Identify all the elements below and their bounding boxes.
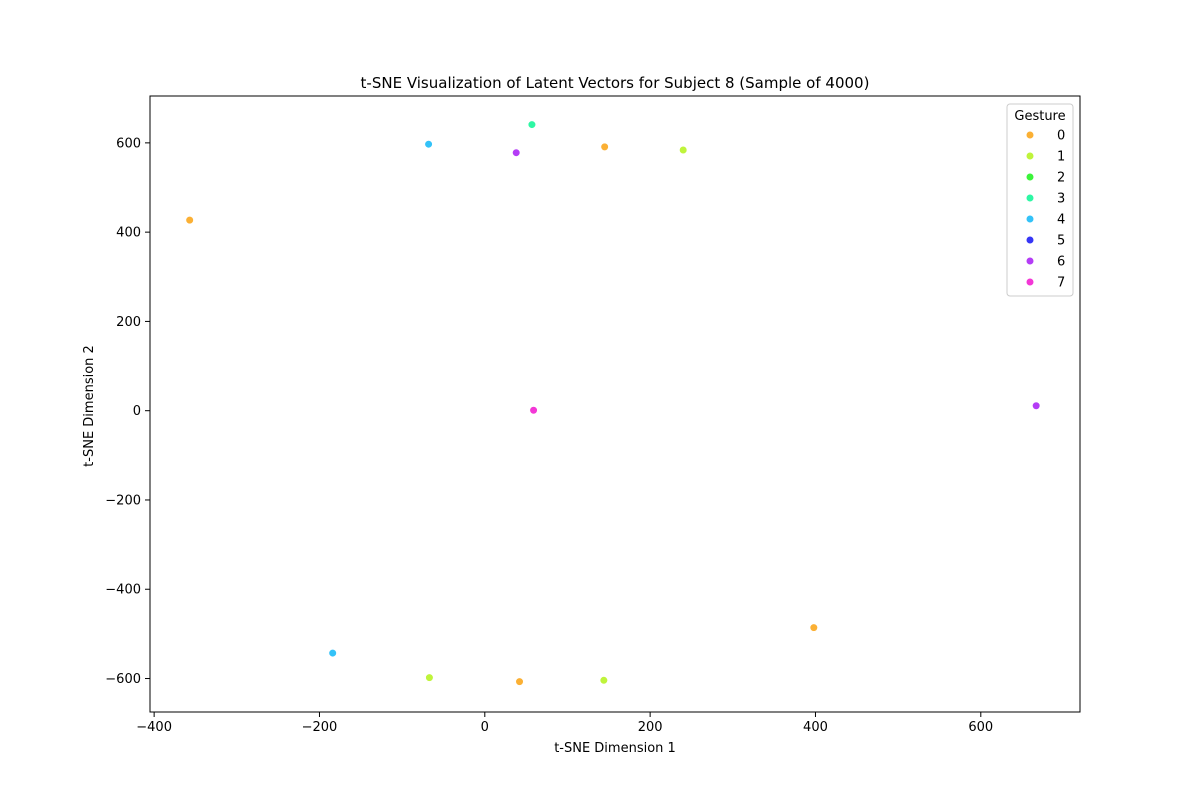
legend-label-gesture-2: 2 <box>1057 171 1065 186</box>
chart-title: t-SNE Visualization of Latent Vectors fo… <box>361 74 870 92</box>
data-point-gesture-0 <box>515 677 524 686</box>
data-point-gesture-4 <box>328 648 337 658</box>
plot-frame <box>149 95 1081 713</box>
data-point-gesture-7 <box>529 406 538 415</box>
data-point-gesture-1 <box>679 145 688 155</box>
legend-marker-gesture-6 <box>1025 256 1035 266</box>
legend-marker-gesture-3 <box>1025 193 1035 203</box>
legend-label-gesture-3: 3 <box>1057 192 1065 207</box>
y-tick-label: −400 <box>105 583 141 598</box>
y-tick-label: 400 <box>116 226 141 241</box>
data-point-gesture-0 <box>809 623 818 632</box>
data-point-gesture-0 <box>600 142 609 151</box>
legend-box <box>1006 103 1074 297</box>
data-point-gesture-6 <box>1032 401 1041 410</box>
legend-label-gesture-7: 7 <box>1057 276 1065 291</box>
legend-label-gesture-0: 0 <box>1057 129 1065 144</box>
legend-label-gesture-4: 4 <box>1057 213 1065 228</box>
x-tick-label: 400 <box>803 720 828 735</box>
legend: Gesture 0 1 2 3 4 5 6 7 <box>1006 103 1074 297</box>
data-point-gesture-3 <box>527 120 537 129</box>
data-point-gesture-6 <box>512 148 521 157</box>
x-tick-label: 0 <box>481 720 489 735</box>
legend-title: Gesture <box>1014 109 1065 124</box>
legend-label-gesture-1: 1 <box>1057 150 1065 165</box>
data-point-gesture-0 <box>185 215 194 225</box>
x-tick-label: −400 <box>136 720 172 735</box>
x-axis-label: t-SNE Dimension 1 <box>554 741 676 756</box>
y-tick-label: −200 <box>105 493 141 508</box>
y-axis-label: t-SNE Dimension 2 <box>82 345 97 467</box>
legend-marker-gesture-7 <box>1025 277 1035 287</box>
y-tick-label: 600 <box>116 136 141 151</box>
y-tick-label: 0 <box>133 404 141 419</box>
x-tick-label: −200 <box>302 720 338 735</box>
legend-marker-gesture-2 <box>1025 172 1035 182</box>
data-point-gesture-4 <box>424 140 433 149</box>
legend-marker-gesture-4 <box>1025 214 1035 224</box>
data-point-gesture-1 <box>425 673 434 682</box>
y-tick-label: 200 <box>116 315 141 330</box>
legend-label-gesture-6: 6 <box>1057 255 1065 270</box>
y-tick-label: −600 <box>105 672 141 687</box>
legend-marker-gesture-1 <box>1025 151 1035 161</box>
data-point-gesture-1 <box>599 676 608 685</box>
x-tick-label: 600 <box>968 720 993 735</box>
legend-label-gesture-5: 5 <box>1057 234 1065 249</box>
legend-marker-gesture-5 <box>1025 235 1035 245</box>
x-tick-label: 200 <box>638 720 663 735</box>
plot-area: −400 −200 0 200 400 600 −600 −400 −200 0 200 400 600 <box>105 95 1081 735</box>
legend-marker-gesture-0 <box>1025 130 1035 140</box>
